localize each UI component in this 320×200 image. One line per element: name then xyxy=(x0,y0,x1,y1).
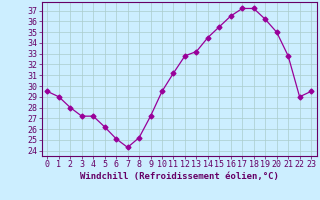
X-axis label: Windchill (Refroidissement éolien,°C): Windchill (Refroidissement éolien,°C) xyxy=(80,172,279,181)
